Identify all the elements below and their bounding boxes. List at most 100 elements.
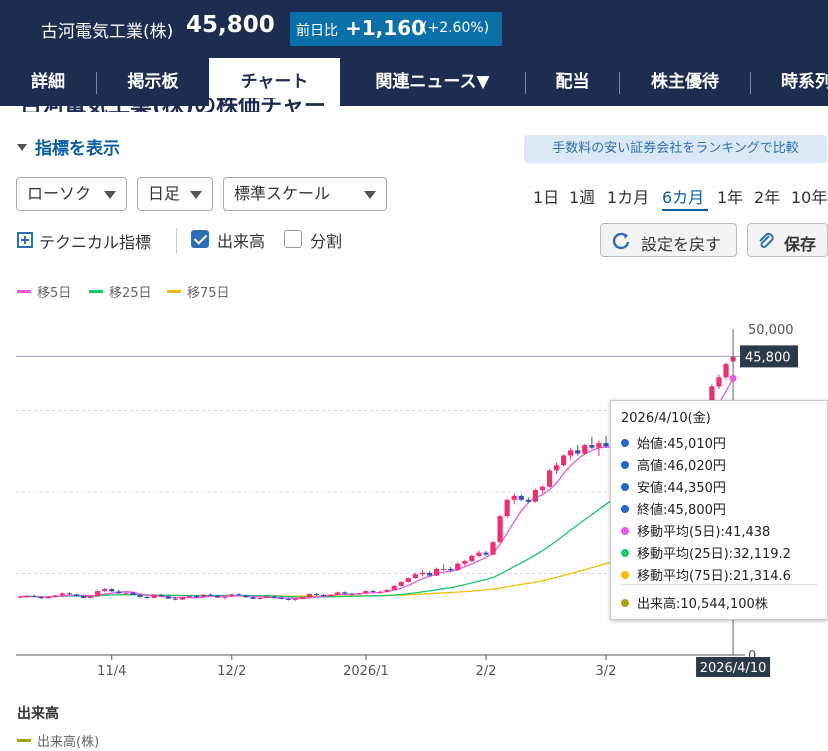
candle-body	[151, 595, 157, 598]
candle-body	[222, 596, 228, 598]
legend-swatch	[17, 739, 31, 742]
period-1w[interactable]: 1週	[569, 188, 596, 207]
candle-body	[88, 596, 94, 598]
candle-body	[476, 552, 482, 556]
candle-body	[405, 578, 411, 582]
period-1y[interactable]: 1年	[717, 188, 744, 207]
candle-body	[525, 499, 531, 502]
candle-body	[561, 455, 567, 466]
period-1d[interactable]: 1日	[533, 188, 560, 207]
company-name: 古河電気工業(株)	[41, 22, 174, 42]
change-percent: (+2.60%)	[422, 20, 490, 36]
chart-type-select[interactable]: ローソク	[16, 177, 127, 211]
save-button[interactable]: 保存	[747, 223, 828, 257]
candle-body	[73, 594, 80, 596]
tab-timeseries[interactable]: 時系列	[781, 72, 828, 92]
candle-body	[52, 595, 58, 597]
tab-details[interactable]: 詳細	[31, 72, 65, 92]
candle-body	[313, 594, 320, 596]
reset-settings-label: 設定を戻す	[641, 235, 722, 254]
save-label: 保存	[784, 235, 817, 254]
candle-body	[441, 568, 447, 570]
candle-body	[377, 591, 383, 593]
candle-body	[95, 591, 101, 597]
paperclip-icon	[759, 232, 774, 248]
y-tick-label: 50,000	[748, 323, 794, 338]
volume-legend-label: 出来高(株)	[37, 735, 100, 750]
current-price-tag	[740, 345, 798, 368]
candle-body	[264, 596, 270, 598]
candle-body	[532, 490, 538, 502]
chevron-down-icon	[364, 191, 376, 199]
legend-swatch	[167, 290, 181, 293]
period-2y[interactable]: 2年	[754, 188, 781, 207]
scale-select[interactable]: 標準スケール	[223, 177, 387, 211]
candle-body	[539, 486, 546, 491]
candle-body	[257, 597, 263, 599]
candle-body	[511, 495, 517, 500]
tooltip-row: 出来高:10,544,100株	[621, 593, 768, 612]
candle-body	[412, 574, 418, 579]
candle-body	[278, 597, 284, 599]
candle-body	[193, 595, 200, 598]
split-checkbox[interactable]	[284, 230, 302, 248]
tooltip-panel: 2026/4/10(金) 始値:45,010円 高値:46,020円 安値:44…	[610, 400, 828, 620]
tooltip-row: 移動平均(75日):21,314.6	[621, 565, 791, 584]
candle-body	[589, 445, 595, 448]
dot-icon	[621, 461, 629, 469]
candle-body	[31, 595, 37, 597]
active-period-underline	[662, 209, 708, 211]
candle-body	[328, 594, 334, 597]
period-6m[interactable]: 6カ月	[662, 188, 705, 207]
change-box: 前日比 +1,160 (+2.60%)	[290, 12, 502, 46]
candle-body	[229, 594, 235, 597]
dot-icon	[621, 527, 629, 535]
indicator-toggle[interactable]: 指標を表示	[17, 134, 120, 159]
candle-body	[356, 593, 362, 595]
candle-body	[483, 552, 489, 555]
candle-body	[285, 598, 291, 600]
x-tick-label: 2/2	[475, 664, 496, 679]
promo-link[interactable]: 手数料の安い証券会社をランキングで比較	[524, 135, 827, 163]
page-title: 古河電気工業(株)の株価チャート	[20, 98, 326, 112]
tooltip-divider	[621, 584, 817, 585]
dot-icon	[621, 571, 629, 579]
crosshair-date-tag	[696, 657, 771, 677]
y-tick-label: 0	[748, 649, 756, 664]
candle-body	[186, 595, 193, 598]
x-tick-label: 11/4	[97, 664, 126, 679]
candle-body	[109, 589, 115, 592]
candle-body	[497, 516, 503, 543]
interval-select[interactable]: 日足	[137, 177, 213, 211]
technical-indicators-link[interactable]: テクニカル指標	[39, 233, 152, 252]
tooltip-ma5: 移動平均(5日):41,438	[637, 525, 771, 540]
chevron-down-icon	[190, 191, 202, 199]
legend-label: 移75日	[187, 286, 230, 301]
tooltip-low: 安値:44,350円	[637, 481, 726, 496]
plus-icon[interactable]	[17, 232, 33, 248]
x-tick-label: 12/2	[217, 664, 246, 679]
legend-label: 移5日	[37, 286, 72, 301]
candle-body	[504, 499, 510, 517]
tab-benefits[interactable]: 株主優待	[651, 72, 719, 92]
tooltip-high: 高値:46,020円	[637, 459, 726, 474]
candle-body	[137, 595, 143, 597]
volume-checkbox-label: 出来高	[217, 232, 266, 251]
change-label: 前日比	[296, 23, 338, 39]
tab-news[interactable]: 関連ニュース▼	[375, 72, 490, 92]
volume-checkbox[interactable]	[191, 230, 209, 248]
dot-icon	[621, 439, 629, 447]
candle-body	[349, 593, 355, 595]
candle-body	[723, 363, 729, 378]
tab-board[interactable]: 掲示板	[127, 72, 179, 92]
period-1m[interactable]: 1カ月	[607, 188, 650, 207]
x-tick-label: 3/2	[596, 664, 617, 679]
period-10y[interactable]: 10年	[791, 188, 828, 207]
candle-body	[462, 561, 468, 564]
candle-body	[306, 594, 313, 597]
tab-dividend[interactable]: 配当	[555, 72, 590, 92]
candle-body	[490, 542, 496, 555]
split-checkbox-label: 分割	[310, 232, 343, 251]
reset-settings-button[interactable]: 設定を戻す	[600, 223, 737, 257]
tab-chart[interactable]: チャート	[209, 58, 340, 106]
